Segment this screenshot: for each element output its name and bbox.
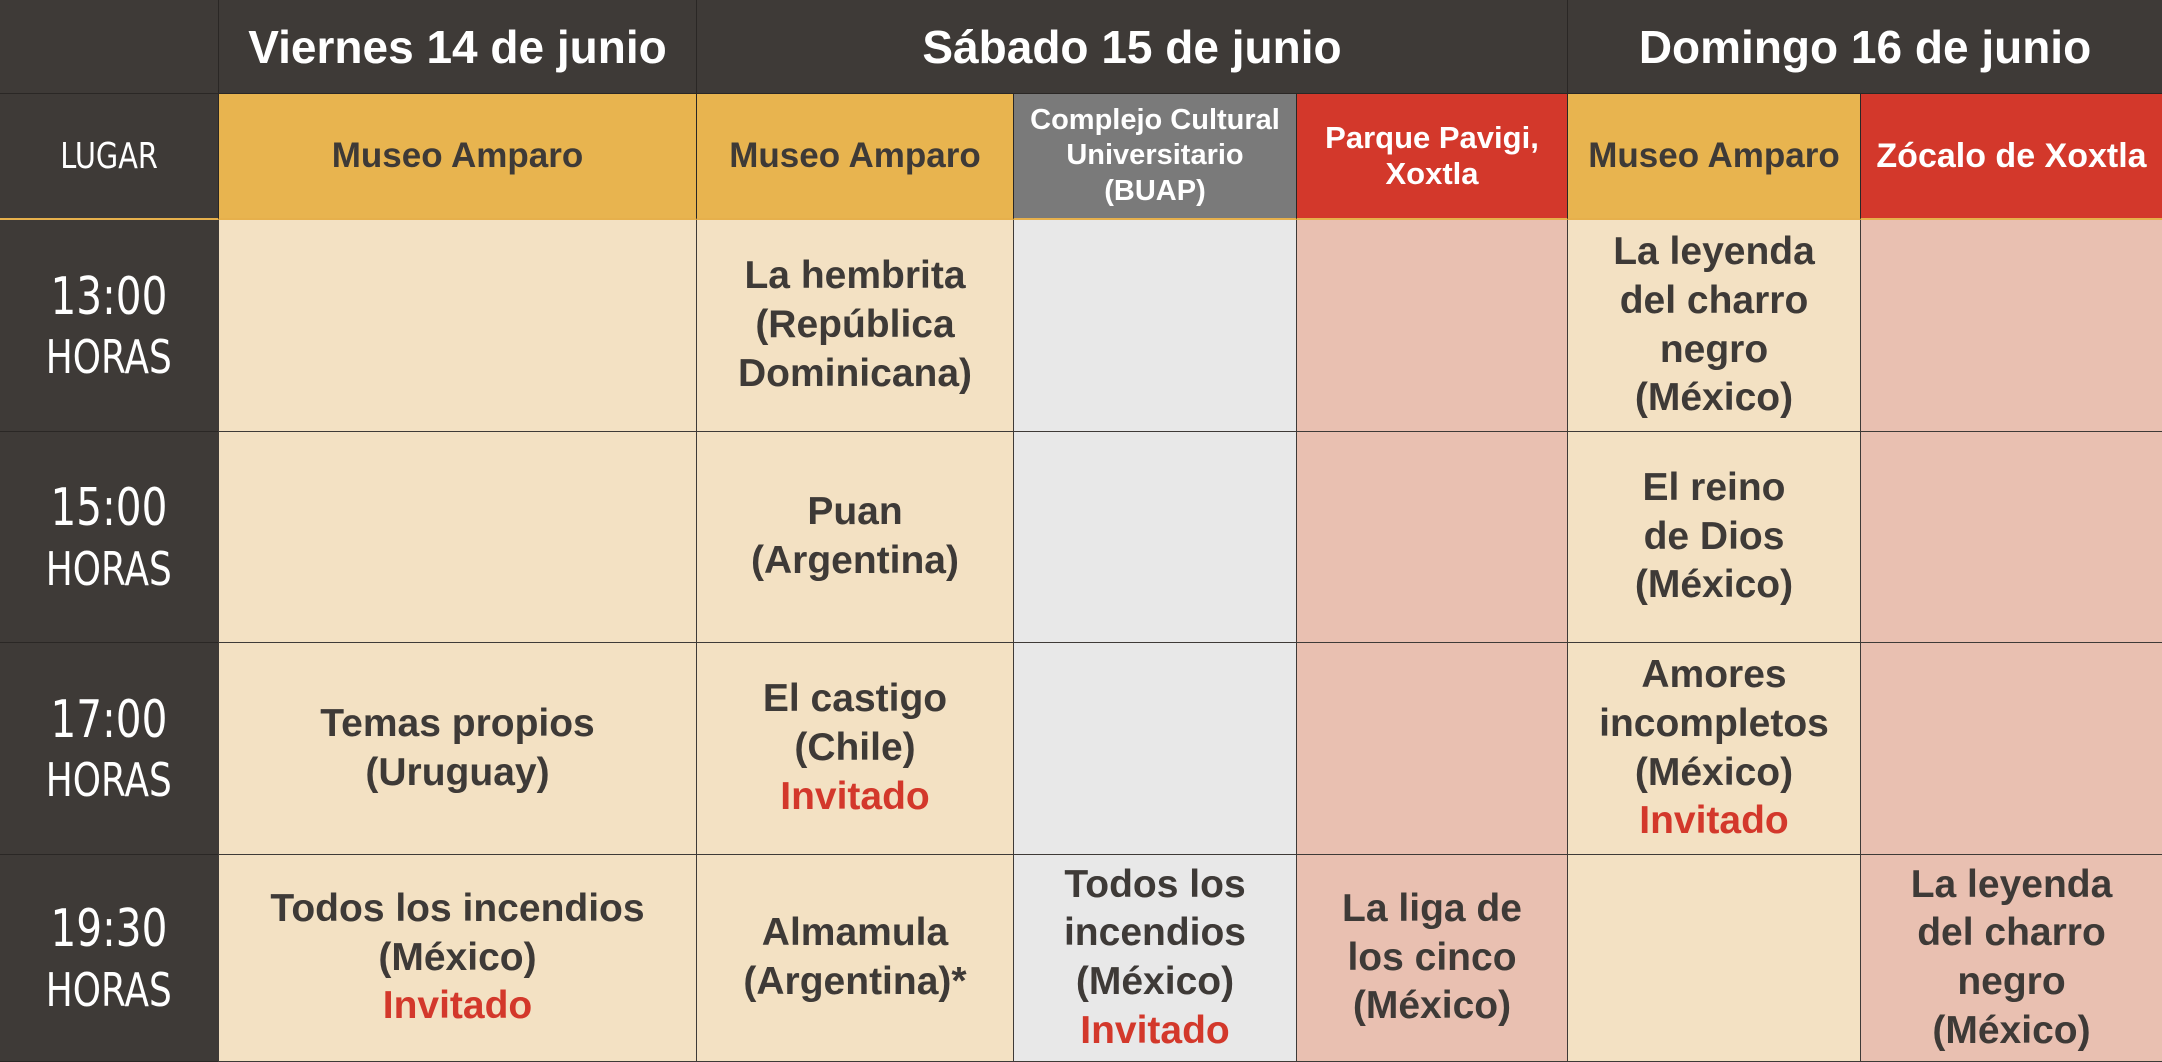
film-title: La leyenda [1613, 230, 1815, 273]
film-title: del charro [1619, 278, 1809, 322]
film-country: (Chile) [794, 726, 916, 770]
film-title: La liga de [1342, 886, 1522, 930]
film-title: negro [1659, 327, 1769, 371]
film-title: Temas propios [320, 701, 595, 745]
film-title: incompletos [1599, 701, 1829, 745]
time-label-1700: 17:00 HORAS [0, 643, 218, 855]
film-title: incendios [1063, 911, 1247, 955]
time-value: 17:00 [50, 689, 168, 750]
time-value: 19:30 [50, 899, 168, 960]
venue-sabado-complejo-cultural: Complejo Cultural Universitario (BUAP) [1013, 94, 1296, 220]
slot-dom-amparo-1700: Amores incompletos (México) Invitado [1567, 643, 1860, 855]
slot-dom-zocalo-1930: La leyenda del charro negro (México) [1860, 855, 2162, 1062]
slot-dom-amparo-1500: El reino de Dios (México) [1567, 432, 1860, 643]
invitado-badge: Invitado [382, 984, 533, 1028]
time-label-1930: 19:30 HORAS [0, 855, 218, 1062]
film-title: La hembrita [744, 254, 966, 298]
slot-dom-amparo-1930 [1567, 855, 1860, 1062]
slot-sab-pavigi-1300 [1296, 220, 1567, 432]
film-country: (México) [1634, 750, 1794, 794]
invitado-badge: Invitado [1080, 1008, 1230, 1052]
film-country: (Argentina)* [743, 960, 967, 1003]
time-value: 15:00 [50, 478, 168, 539]
venue-domingo-museo-amparo: Museo Amparo [1567, 94, 1860, 220]
invitado-badge: Invitado [1639, 799, 1789, 843]
slot-sab-pavigi-1700 [1296, 643, 1567, 855]
film-title: de Dios [1643, 514, 1785, 558]
slot-dom-amparo-1300: La leyenda del charro negro (México) [1567, 220, 1860, 432]
film-country: (Argentina) [751, 539, 959, 582]
slot-vie-amparo-1500 [218, 432, 696, 643]
film-title: El castigo [762, 677, 948, 721]
time-label-1500: 15:00 HORAS [0, 432, 218, 643]
film-title: los cinco [1347, 935, 1517, 979]
slot-dom-zocalo-1300 [1860, 220, 2162, 432]
slot-vie-amparo-1300 [218, 220, 696, 432]
film-title: (República [755, 303, 955, 347]
slot-sab-amparo-1700: El castigo (Chile) Invitado [696, 643, 1013, 855]
time-unit: HORAS [45, 962, 173, 1017]
film-country: (México) [1352, 984, 1512, 1028]
day-header-domingo: Domingo 16 de junio [1567, 0, 2162, 94]
film-title: Todos los [1064, 862, 1246, 906]
slot-sab-amparo-1500: Puan (Argentina) [696, 432, 1013, 643]
film-title: Puan [807, 490, 903, 534]
film-title: Amores [1641, 653, 1787, 696]
slot-dom-zocalo-1500 [1860, 432, 2162, 643]
day-header-viernes: Viernes 14 de junio [218, 0, 696, 94]
film-country: (Uruguay) [365, 750, 550, 794]
slot-sab-complejo-1300 [1013, 220, 1296, 432]
film-country: (México) [1634, 563, 1794, 607]
slot-sab-complejo-1700 [1013, 643, 1296, 855]
film-title: Almamula [761, 911, 949, 955]
film-title: Todos los incendios [270, 886, 645, 930]
slot-sab-pavigi-1930: La liga de los cinco (México) [1296, 855, 1567, 1062]
slot-sab-amparo-1930: Almamula (Argentina)* [696, 855, 1013, 1062]
slot-vie-amparo-1700: Temas propios (Uruguay) [218, 643, 696, 855]
venue-sabado-museo-amparo: Museo Amparo [696, 94, 1013, 220]
invitado-badge: Invitado [780, 774, 930, 818]
film-title: negro [1957, 960, 2066, 1003]
film-country: (México) [1634, 376, 1794, 420]
venue-viernes-museo-amparo: Museo Amparo [218, 94, 696, 220]
venue-domingo-zocalo-xoxtla: Zócalo de Xoxtla [1860, 94, 2162, 220]
time-label-1300: 13:00 HORAS [0, 220, 218, 432]
time-unit: HORAS [45, 541, 173, 596]
slot-sab-complejo-1930: Todos los incendios (México) Invitado [1013, 855, 1296, 1062]
film-title: El reino [1642, 465, 1786, 509]
film-title: del charro [1917, 911, 2106, 955]
slot-sab-amparo-1300: La hembrita (República Dominicana) [696, 220, 1013, 432]
film-country: (México) [1075, 960, 1235, 1003]
film-title: La leyenda [1910, 862, 2113, 906]
slot-vie-amparo-1930: Todos los incendios (México) Invitado [218, 855, 696, 1062]
time-unit: HORAS [45, 330, 173, 385]
time-unit: HORAS [45, 753, 173, 808]
slot-sab-complejo-1500 [1013, 432, 1296, 643]
time-value: 13:00 [50, 266, 168, 327]
film-country: (México) [378, 935, 537, 979]
corner-cell [0, 0, 218, 94]
lugar-label: LUGAR [0, 94, 218, 220]
day-header-sabado: Sábado 15 de junio [696, 0, 1567, 94]
film-country: Dominicana) [737, 351, 973, 395]
film-country: (México) [1932, 1008, 2091, 1052]
slot-dom-zocalo-1700 [1860, 643, 2162, 855]
venue-sabado-parque-pavigi: Parque Pavigi, Xoxtla [1296, 94, 1567, 220]
slot-sab-pavigi-1500 [1296, 432, 1567, 643]
